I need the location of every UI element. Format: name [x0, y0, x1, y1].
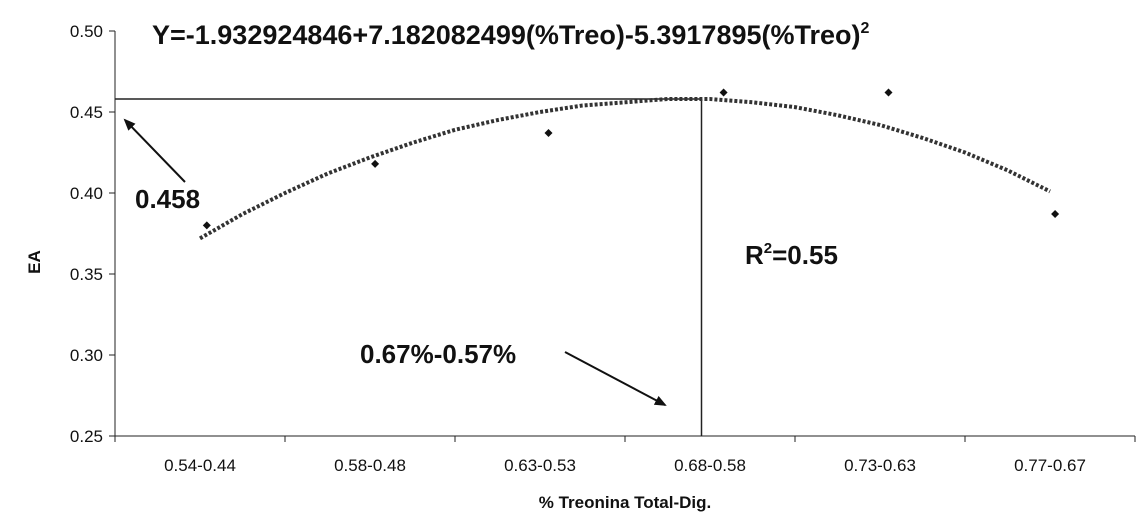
y-tick-label: 0.25 [70, 427, 103, 446]
x-axis-label: % Treonina Total-Dig. [539, 493, 712, 512]
x-tick-label: 0.54-0.44 [164, 456, 236, 475]
y-axis-label: EA [25, 250, 44, 274]
data-point [884, 88, 893, 97]
trendline [199, 97, 1051, 241]
trendline-path [199, 97, 1051, 241]
y-tick-label: 0.30 [70, 346, 103, 365]
x-tick-label: 0.63-0.53 [504, 456, 576, 475]
optimum-range-arrow [564, 351, 667, 406]
data-point [202, 221, 211, 230]
y-tick-label: 0.40 [70, 184, 103, 203]
y-tick-label: 0.45 [70, 103, 103, 122]
x-axis: 0.54-0.44 0.58-0.48 0.63-0.53 0.68-0.58 0.73… [114, 435, 1136, 475]
data-point [1051, 210, 1060, 219]
x-tick-label: 0.58-0.48 [334, 456, 406, 475]
peak-value-annotation: 0.458 [135, 184, 200, 214]
x-tick-label: 0.68-0.58 [674, 456, 746, 475]
peak-value-arrow [123, 118, 186, 183]
r-squared-superscript: 2 [764, 240, 772, 257]
r-squared-annotation: R2=0.55 [745, 240, 838, 270]
data-points [202, 88, 1060, 230]
y-tick-label: 0.50 [70, 22, 103, 41]
x-tick-label: 0.77-0.67 [1014, 456, 1086, 475]
optimum-range-annotation: 0.67%-0.57% [360, 339, 516, 369]
data-point [544, 129, 553, 138]
chart-title-superscript: 2 [861, 20, 870, 37]
y-axis: 0.25 0.30 0.35 0.40 0.45 0.50 [70, 22, 116, 446]
y-tick-label: 0.35 [70, 265, 103, 284]
reference-lines [115, 98, 703, 436]
data-point [371, 159, 380, 168]
x-tick-label: 0.73-0.63 [844, 456, 916, 475]
data-point [719, 88, 728, 97]
chart-title: Y=-1.932924846+7.182082499(%Treo)-5.3917… [152, 20, 870, 50]
